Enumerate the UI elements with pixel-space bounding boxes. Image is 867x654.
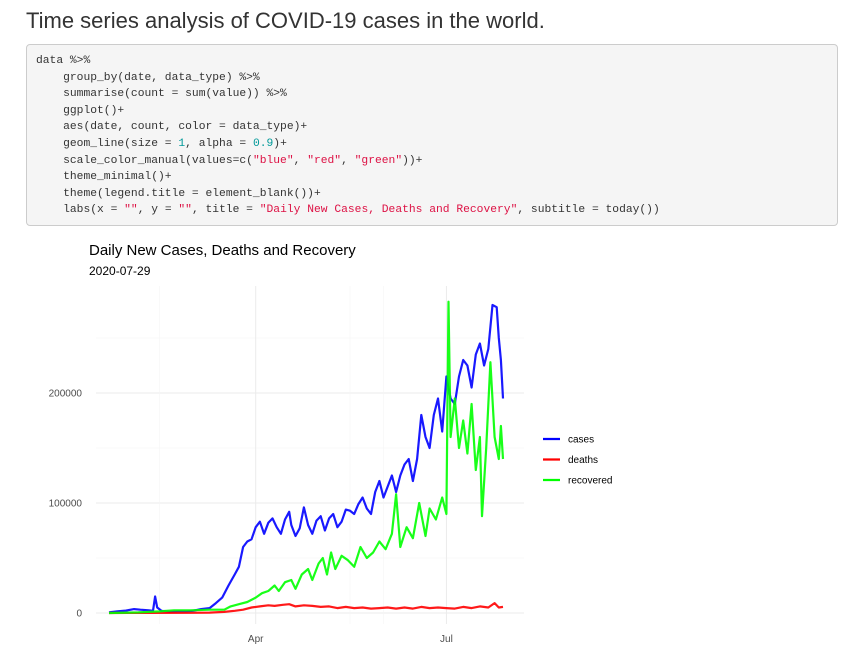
chart-subtitle: 2020-07-29	[89, 264, 151, 278]
code-line: theme_minimal()+	[36, 169, 828, 186]
code-text: data %>%	[36, 55, 91, 67]
series-line-recovered	[108, 300, 505, 615]
legend-label-cases: cases	[568, 435, 594, 446]
code-text: ))+	[402, 154, 423, 167]
code-text: labs(x =	[36, 204, 125, 217]
x-tick-label: Jul	[440, 634, 453, 645]
code-string: ""	[124, 204, 138, 217]
code-string: "Daily New Cases, Deaths and Recovery"	[259, 204, 518, 217]
code-text: , title =	[191, 204, 260, 217]
legend-label-deaths: deaths	[568, 455, 598, 466]
code-text: , alpha =	[185, 137, 253, 150]
code-string: "green"	[354, 154, 403, 167]
code-text: ,	[341, 154, 355, 167]
code-string: "red"	[307, 154, 342, 167]
series-line-cases	[108, 303, 505, 614]
legend-label-recovered: recovered	[568, 476, 612, 487]
code-line: theme(legend.title = element_blank())+	[36, 186, 828, 203]
code-line: aes(date, count, color = data_type)+	[36, 119, 828, 136]
code-text: ggplot()+	[36, 104, 125, 117]
x-tick-label: Apr	[248, 634, 264, 645]
code-text: ,	[293, 154, 308, 167]
code-text: geom_line(size =	[36, 137, 179, 150]
y-tick-label: 100000	[49, 499, 83, 510]
chart-title: Daily New Cases, Deaths and Recovery	[89, 242, 356, 259]
code-line: group_by(date, data_type) %>%	[36, 70, 828, 87]
y-axis: 0 100000 200000	[49, 389, 83, 620]
code-number: 0.9	[252, 137, 274, 150]
code-line: ggplot()+	[36, 103, 828, 120]
chart: Daily New Cases, Deaths and Recovery 202…	[49, 242, 613, 645]
code-string: ""	[178, 204, 192, 217]
code-text: scale_color_manual(values=c(	[36, 154, 253, 167]
code-text: summarise(count = sum(value)) %>%	[36, 88, 287, 101]
code-text: aes(date, count, color = data_type)+	[36, 121, 308, 134]
code-text: )+	[273, 137, 287, 150]
code-line: data %>%	[36, 53, 828, 70]
code-number: 1	[178, 137, 186, 150]
code-text: theme(legend.title = element_blank())+	[36, 187, 321, 200]
code-text: , y =	[137, 204, 179, 217]
x-axis: Apr Jul	[248, 634, 453, 645]
plot-grid	[96, 286, 524, 624]
code-line: scale_color_manual(values=c("blue", "red…	[36, 153, 828, 170]
legend: cases deaths recovered	[543, 435, 612, 487]
code-text: group_by(date, data_type) %>%	[36, 71, 260, 84]
code-string: "blue"	[252, 154, 294, 167]
page-heading: Time series analysis of COVID-19 cases i…	[26, 8, 545, 33]
y-tick-label: 0	[76, 609, 82, 620]
code-text: , subtitle = today())	[517, 204, 660, 217]
series-line-deaths	[108, 602, 504, 615]
y-tick-label: 200000	[49, 389, 83, 400]
code-line: labs(x = "", y = "", title = "Daily New …	[36, 202, 828, 219]
code-line: geom_line(size = 1, alpha = 0.9)+	[36, 136, 828, 153]
plot-lines	[108, 300, 505, 615]
code-line: summarise(count = sum(value)) %>%	[36, 86, 828, 103]
code-block: data %>% group_by(date, data_type) %>% s…	[26, 44, 838, 226]
code-text: theme_minimal()+	[36, 171, 172, 184]
